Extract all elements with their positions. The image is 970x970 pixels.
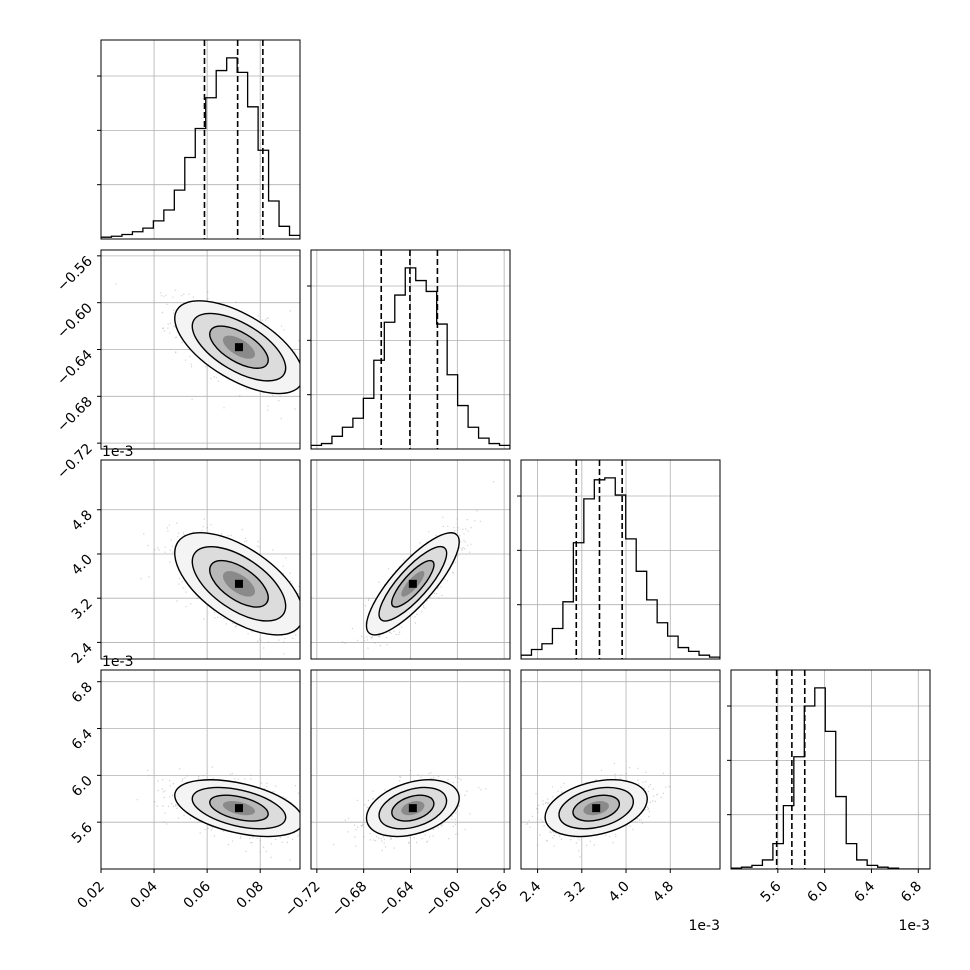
y-tick-label: 5.6 — [69, 820, 96, 847]
panel-frame — [520, 459, 721, 660]
panel-frame — [730, 669, 931, 870]
y-tick-label: −0.64 — [54, 347, 96, 389]
panel-frame — [310, 459, 511, 660]
panel-3-1 — [310, 669, 511, 873]
panel-frame — [100, 249, 301, 450]
panel-content — [101, 670, 300, 869]
y-tick-label: 6.8 — [69, 679, 96, 706]
x-tick-label: −0.60 — [422, 879, 464, 921]
panel-2-0 — [97, 459, 301, 660]
panel-1-1 — [307, 249, 511, 450]
x-tick-label: 0.06 — [181, 878, 214, 911]
x-tick-label: −0.72 — [282, 879, 324, 921]
panel-content — [101, 460, 300, 659]
panel-frame — [100, 459, 301, 660]
x-tick-label: −0.56 — [469, 878, 511, 920]
density-peak — [408, 804, 417, 813]
y-tick-label: 4.8 — [69, 507, 96, 534]
x-tick-label: 5.6 — [758, 878, 785, 905]
density-peak — [234, 804, 243, 813]
histogram-step — [311, 267, 510, 449]
x-exponent-col3: 1e-3 — [899, 918, 930, 934]
x-tick-label: 4.8 — [650, 879, 677, 906]
panel-1-0 — [97, 249, 301, 450]
x-tick-label: 3.2 — [562, 879, 589, 906]
y-tick-label: 6.4 — [69, 726, 96, 753]
x-exponent-col2: 1e-3 — [689, 918, 720, 934]
y-tick-label: 3.2 — [69, 596, 96, 623]
x-tick-label: 0.02 — [74, 879, 107, 912]
y-tick-label: 6.0 — [69, 773, 96, 800]
x-tick-label: 0.08 — [234, 879, 267, 912]
panel-content — [731, 670, 930, 869]
x-tick-label: 6.8 — [898, 879, 925, 906]
y-tick-label: −0.60 — [54, 300, 96, 342]
histogram-step — [731, 687, 930, 869]
x-tick-label: −0.64 — [376, 878, 418, 920]
y-tick-label: 2.4 — [69, 640, 96, 667]
panel-2-1 — [310, 459, 511, 660]
x-tick-label: 2.4 — [517, 878, 544, 905]
y-tick-label: −0.72 — [54, 441, 96, 483]
panel-3-3 — [727, 669, 931, 873]
density-peak — [234, 343, 243, 352]
panel-frame — [310, 249, 511, 450]
y-exponent-row3: 1e-3 — [102, 654, 133, 670]
x-tick-label: −0.68 — [329, 879, 371, 921]
x-tick-label: 0.04 — [128, 878, 161, 911]
panel-content — [311, 250, 510, 449]
panel-3-0 — [97, 669, 301, 873]
panel-0-0 — [97, 39, 301, 240]
x-tick-label: 6.0 — [804, 879, 831, 906]
panel-content — [521, 670, 720, 869]
panel-content — [101, 250, 300, 449]
histogram-step — [521, 477, 720, 659]
panel-content — [101, 40, 300, 239]
density-peak — [408, 579, 417, 588]
y-tick-label: −0.68 — [54, 394, 96, 436]
density-peak — [592, 804, 601, 813]
panel-3-2 — [520, 669, 721, 873]
density-peak — [234, 579, 243, 588]
y-exponent-row2: 1e-3 — [102, 444, 133, 460]
y-tick-label: 4.0 — [69, 551, 96, 578]
x-tick-label: 4.0 — [606, 879, 633, 906]
panel-content — [311, 670, 510, 869]
panel-content — [311, 460, 510, 659]
panel-frame — [520, 669, 721, 870]
panel-content — [521, 460, 720, 659]
panel-2-2 — [517, 459, 721, 660]
x-tick-label: 6.4 — [851, 878, 878, 905]
panel-frame — [100, 39, 301, 240]
y-tick-label: −0.56 — [54, 253, 96, 295]
histogram-step — [101, 57, 300, 239]
panel-frame — [100, 669, 301, 870]
